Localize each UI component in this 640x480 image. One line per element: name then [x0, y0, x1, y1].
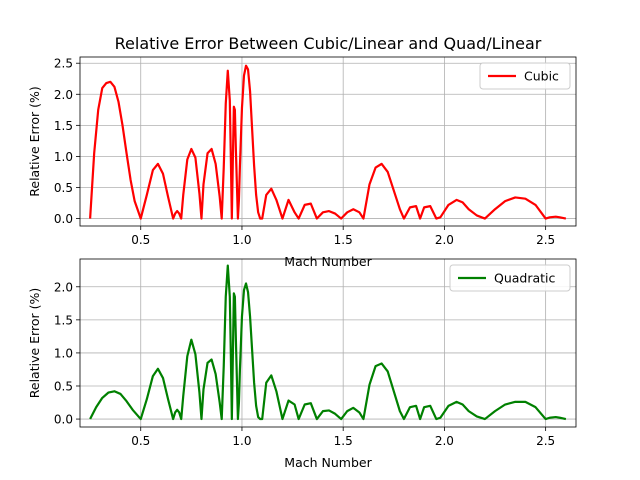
x-tick-label: 2.0	[435, 233, 454, 247]
quadratic-subplot: 0.5 1.0 1.5 2.0 2.5 0.0 0.5 1.0 1.5 2.0 Mach Numbe…	[27, 258, 577, 470]
y-tick-label: 2.5	[54, 57, 73, 71]
y-tick-label: 1.5	[54, 313, 73, 327]
legend-box	[449, 264, 571, 292]
x-tick-label: 1.5	[334, 233, 353, 247]
x-tick-label: 1.5	[334, 434, 353, 448]
legend: Cubic	[479, 62, 571, 90]
x-axis-label: Mach Number	[284, 455, 372, 470]
legend: Quadratic	[449, 264, 571, 292]
x-tick-label: 2.5	[536, 233, 555, 247]
y-tick-label: 1.5	[54, 119, 73, 133]
legend-label: Cubic	[524, 69, 559, 84]
chart-title: Relative Error Between Cubic/Linear and …	[115, 34, 542, 53]
x-axis-label: Mach Number	[284, 254, 372, 269]
y-axis-label: Relative Error (%)	[27, 288, 42, 398]
y-tick-label: 1.0	[54, 150, 73, 164]
legend-label: Quadratic	[494, 271, 556, 286]
x-tick-label: 1.0	[232, 434, 251, 448]
y-axis-label: Relative Error (%)	[27, 86, 42, 196]
cubic-subplot: 0.5 1.0 1.5 2.0 2.5 0.0 0.5 1.0 1.5 2.0 2.5 Mach Nu…	[27, 56, 577, 269]
x-tick-label: 1.0	[232, 233, 251, 247]
y-tick-label: 0.0	[54, 413, 73, 427]
series-line-cubic	[89, 64, 567, 220]
series-line-quadratic	[89, 264, 567, 421]
y-tick-label: 1.0	[54, 346, 73, 360]
plot-area-frame	[79, 258, 577, 428]
y-tick-label: 0.0	[54, 212, 73, 226]
x-tick-label: 2.5	[536, 434, 555, 448]
x-tick-label: 0.5	[131, 434, 150, 448]
x-tick-label: 2.0	[435, 434, 454, 448]
y-tick-label: 0.5	[54, 379, 73, 393]
y-tick-label: 2.0	[54, 280, 73, 294]
y-tick-label: 2.0	[54, 88, 73, 102]
y-tick-label: 0.5	[54, 181, 73, 195]
plot-area-frame	[79, 56, 577, 227]
x-tick-label: 0.5	[131, 233, 150, 247]
legend-box	[479, 62, 571, 90]
